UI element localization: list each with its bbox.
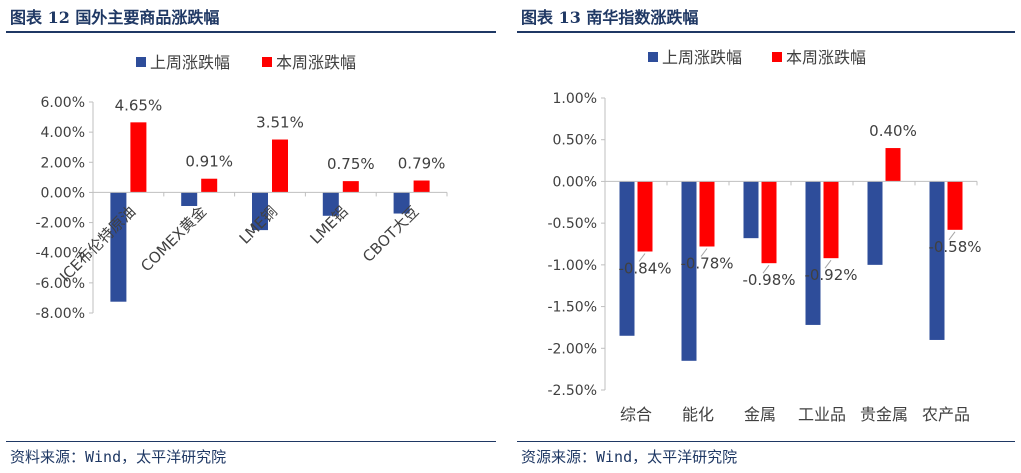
legend-swatch xyxy=(772,52,782,62)
x-tick-label: COMEX黄金 xyxy=(137,203,210,276)
legend-label: 本周涨跌幅 xyxy=(786,48,866,67)
bar xyxy=(342,181,359,193)
bar xyxy=(413,180,430,193)
x-tick-label: 贵金属 xyxy=(860,405,908,424)
y-tick-label: 2.00% xyxy=(41,155,85,171)
bar xyxy=(393,192,410,214)
y-tick-label: -4.00% xyxy=(35,246,85,262)
bar xyxy=(130,122,147,193)
y-tick-label: 6.00% xyxy=(41,95,85,111)
data-label: 4.65% xyxy=(115,96,163,114)
data-label-leader xyxy=(824,259,832,269)
chart-panel-right: 图表 13 南华指数涨跌幅 上周涨跌幅 本周涨跌幅 1.00% 0.50% 0.00% -… xyxy=(511,0,1021,473)
y-tick-label: 0.00% xyxy=(553,174,597,190)
x-tick-label: 农产品 xyxy=(922,405,970,424)
chart-title: 图表 13 南华指数涨跌幅 xyxy=(521,8,699,27)
y-tick-label: 0.50% xyxy=(553,133,597,149)
data-label: 0.79% xyxy=(398,155,446,173)
data-label: -0.98% xyxy=(742,271,795,289)
y-tick-label: -6.00% xyxy=(35,276,85,292)
bar xyxy=(201,178,218,193)
bar-chart-right: 上周涨跌幅 本周涨跌幅 1.00% 0.50% 0.00% -0.50% -1.00% -1.… xyxy=(547,48,981,424)
y-tick-label: -8.00% xyxy=(35,306,85,322)
y-tick-label: -1.00% xyxy=(547,258,597,274)
bar xyxy=(929,181,945,340)
bar xyxy=(699,181,715,247)
x-tick-label: 工业品 xyxy=(798,405,846,424)
source-rule xyxy=(517,441,1015,442)
legend-label: 上周涨跌幅 xyxy=(150,53,230,72)
bar xyxy=(181,192,198,206)
legend-swatch xyxy=(648,52,658,62)
bar xyxy=(805,181,821,325)
data-label: 0.40% xyxy=(869,122,917,140)
x-tick-label: CBOT大豆 xyxy=(359,203,422,266)
y-tick-label: -2.00% xyxy=(547,341,597,357)
data-label: -0.58% xyxy=(928,238,981,256)
bar xyxy=(322,192,339,216)
y-tick-label: 1.00% xyxy=(553,91,597,107)
y-tick-label: -2.50% xyxy=(547,383,597,399)
source-note: 资料来源：Wind，太平洋研究院 xyxy=(10,448,227,466)
legend-swatch xyxy=(262,57,272,67)
x-tick-label: 综合 xyxy=(620,405,652,424)
bar xyxy=(885,148,901,182)
data-label: 3.51% xyxy=(256,114,304,132)
x-tick-label: 能化 xyxy=(682,405,714,424)
bar xyxy=(761,181,777,264)
bar xyxy=(272,139,288,193)
source-note: 资源来源：Wind，太平洋研究院 xyxy=(521,448,738,466)
bar xyxy=(867,181,883,265)
data-label-leader xyxy=(948,231,956,241)
data-label: -0.92% xyxy=(804,266,857,284)
chart-panel-left: 图表 12 国外主要商品涨跌幅 上周涨跌幅 本周涨跌幅 6.00% 4.00% 2.00… xyxy=(0,0,502,473)
title-rule xyxy=(6,31,496,33)
legend-label: 本周涨跌幅 xyxy=(276,53,356,72)
data-label-leader xyxy=(638,253,646,262)
chart-title: 图表 12 国外主要商品涨跌幅 xyxy=(10,8,220,27)
bar xyxy=(252,192,268,231)
legend-label: 上周涨跌幅 xyxy=(662,48,742,67)
bar xyxy=(637,181,653,252)
y-tick-label: -1.50% xyxy=(547,300,597,316)
y-tick-label: 4.00% xyxy=(41,125,85,141)
bar xyxy=(110,192,127,302)
x-tick-label: 金属 xyxy=(744,405,776,424)
y-tick-label: -0.50% xyxy=(547,216,597,232)
legend-swatch xyxy=(136,57,146,67)
bar xyxy=(681,181,697,361)
bar xyxy=(947,181,963,230)
data-label: 0.91% xyxy=(185,153,233,171)
data-label-leader xyxy=(762,264,770,274)
source-rule xyxy=(6,441,496,442)
y-tick-label: 0.00% xyxy=(41,185,85,201)
data-label: 0.75% xyxy=(327,155,375,173)
bar xyxy=(823,181,839,259)
bar xyxy=(619,181,635,336)
data-label: -0.84% xyxy=(618,260,671,278)
title-rule xyxy=(517,31,1015,33)
y-tick-label: -2.00% xyxy=(35,216,85,232)
bar xyxy=(743,181,759,239)
data-label-leader xyxy=(700,248,708,257)
bar-chart-left: 上周涨跌幅 本周涨跌幅 6.00% 4.00% 2.00% 0.00% -2.00% -4.0… xyxy=(35,53,448,322)
data-label: -0.78% xyxy=(680,255,733,273)
